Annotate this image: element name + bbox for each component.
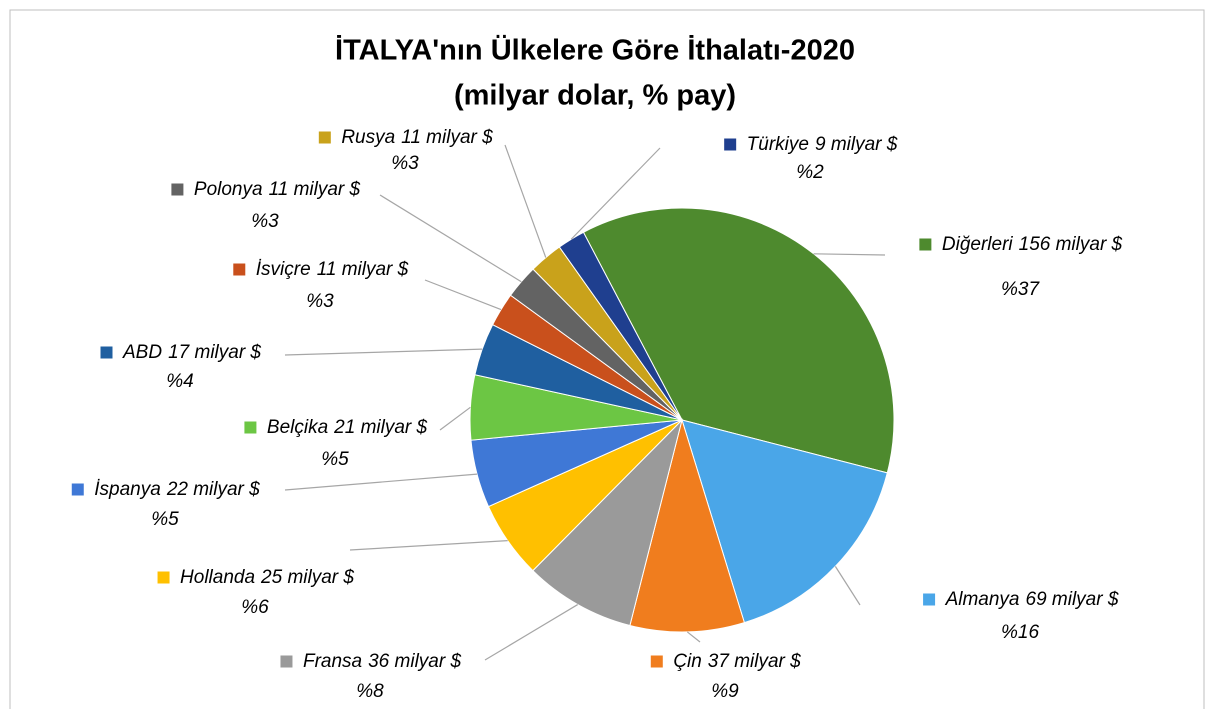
value-label: 11 milyar $ xyxy=(269,179,361,200)
category-name: İspanya xyxy=(94,479,161,500)
value-label: 156 milyar $ xyxy=(1019,234,1123,255)
share-label: %16 xyxy=(1001,622,1039,643)
data-label: Çin 37 milyar $ xyxy=(673,651,801,672)
share-label: %37 xyxy=(1001,279,1040,300)
category-name: Fransa xyxy=(303,651,362,672)
leader-line xyxy=(504,144,547,258)
legend-key xyxy=(99,345,114,360)
leader-line xyxy=(284,348,483,356)
category-name: Hollanda xyxy=(180,567,255,588)
leader-line xyxy=(379,194,522,283)
leader-line xyxy=(570,147,661,240)
category-name: ABD xyxy=(122,342,162,363)
category-name: Türkiye xyxy=(747,134,809,155)
chart-title: İTALYA'nın Ülkelere Göre İthalatı-2020 xyxy=(335,34,855,67)
value-label: 69 milyar $ xyxy=(1026,589,1119,610)
category-name: Rusya xyxy=(341,127,395,148)
value-label: 25 milyar $ xyxy=(260,567,354,588)
value-label: 11 milyar $ xyxy=(317,259,409,280)
data-label: Polonya 11 milyar $ xyxy=(194,179,361,200)
data-label: Rusya 11 milyar $ xyxy=(341,127,493,148)
share-label: %5 xyxy=(321,449,349,470)
share-label: %3 xyxy=(391,153,419,174)
legend-key xyxy=(723,137,738,152)
category-name: Polonya xyxy=(194,179,263,200)
leader-line xyxy=(686,631,701,643)
legend-key xyxy=(649,654,664,669)
share-label: %9 xyxy=(711,681,739,702)
data-label: Belçika 21 milyar $ xyxy=(267,417,428,438)
category-name: Çin xyxy=(673,651,702,672)
category-name: İsviçre xyxy=(256,259,311,280)
legend-key xyxy=(232,262,247,277)
leader-line xyxy=(439,406,471,431)
legend-key xyxy=(156,570,171,585)
leader-line xyxy=(834,566,861,606)
data-label: İsviçre 11 milyar $ xyxy=(256,259,409,280)
legend-key xyxy=(317,130,332,145)
leader-line xyxy=(424,279,502,311)
data-label: Diğerleri 156 milyar $ xyxy=(942,234,1123,255)
data-label: Hollanda 25 milyar $ xyxy=(180,567,354,588)
data-label: ABD 17 milyar $ xyxy=(122,342,261,363)
share-label: %6 xyxy=(241,597,269,618)
value-label: 11 milyar $ xyxy=(401,127,493,148)
pie-slice xyxy=(582,207,895,474)
legend-key xyxy=(918,237,933,252)
value-label: 37 milyar $ xyxy=(708,651,801,672)
pie-slice xyxy=(629,418,746,633)
leader-line xyxy=(813,253,886,256)
share-label: %2 xyxy=(796,162,824,183)
share-label: %4 xyxy=(166,371,193,392)
category-name: Belçika xyxy=(267,417,328,438)
leader-line xyxy=(484,604,578,661)
value-label: 9 milyar $ xyxy=(815,134,898,155)
share-label: %8 xyxy=(356,681,384,702)
category-name: Almanya xyxy=(945,589,1020,610)
value-label: 21 milyar $ xyxy=(333,417,427,438)
legend-key xyxy=(279,654,294,669)
data-label: Almanya 69 milyar $ xyxy=(945,589,1119,610)
share-label: %3 xyxy=(306,291,334,312)
share-label: %5 xyxy=(151,509,179,530)
data-label: Türkiye 9 milyar $ xyxy=(747,134,898,155)
category-name: Diğerleri xyxy=(942,234,1014,255)
legend-key xyxy=(922,592,937,607)
chart-subtitle: (milyar dolar, % pay) xyxy=(454,80,736,112)
value-label: 22 milyar $ xyxy=(166,479,260,500)
leader-line xyxy=(284,473,478,491)
legend-key xyxy=(243,420,258,435)
data-label: Fransa 36 milyar $ xyxy=(303,651,461,672)
leader-line xyxy=(349,540,508,551)
share-label: %3 xyxy=(251,211,279,232)
data-label: İspanya 22 milyar $ xyxy=(94,479,260,500)
value-label: 17 milyar $ xyxy=(168,342,261,363)
value-label: 36 milyar $ xyxy=(368,651,461,672)
legend-key xyxy=(70,482,85,497)
pie-slice xyxy=(558,231,683,421)
legend-key xyxy=(170,182,185,197)
